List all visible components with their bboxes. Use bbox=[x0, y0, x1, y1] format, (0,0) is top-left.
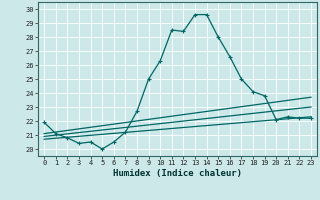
X-axis label: Humidex (Indice chaleur): Humidex (Indice chaleur) bbox=[113, 169, 242, 178]
